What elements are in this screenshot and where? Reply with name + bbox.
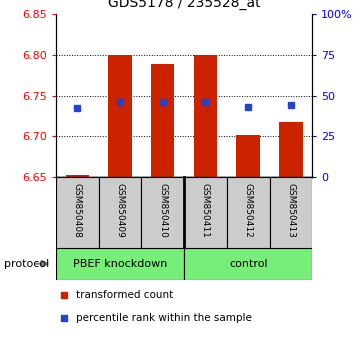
Bar	[108, 55, 132, 177]
Bar	[56, 248, 184, 280]
Bar	[151, 64, 174, 177]
Text: control: control	[229, 259, 268, 269]
Bar	[56, 177, 99, 248]
Title: GDS5178 / 235528_at: GDS5178 / 235528_at	[108, 0, 260, 10]
Text: GSM850409: GSM850409	[116, 183, 125, 238]
Text: GSM850408: GSM850408	[73, 183, 82, 238]
Text: GSM850410: GSM850410	[158, 183, 167, 238]
Text: transformed count: transformed count	[77, 290, 174, 299]
Bar	[99, 177, 142, 248]
Bar	[142, 177, 184, 248]
Bar	[227, 177, 270, 248]
Text: GSM850412: GSM850412	[244, 183, 253, 238]
Bar	[279, 122, 303, 177]
Bar	[184, 177, 227, 248]
Text: percentile rank within the sample: percentile rank within the sample	[77, 313, 252, 323]
Bar	[194, 55, 217, 177]
Bar	[66, 175, 89, 177]
Text: PBEF knockdown: PBEF knockdown	[73, 259, 167, 269]
Bar	[270, 177, 312, 248]
Bar	[236, 136, 260, 177]
Text: GSM850411: GSM850411	[201, 183, 210, 238]
Text: GSM850413: GSM850413	[286, 183, 295, 238]
Text: protocol: protocol	[4, 259, 49, 269]
Bar	[184, 248, 312, 280]
